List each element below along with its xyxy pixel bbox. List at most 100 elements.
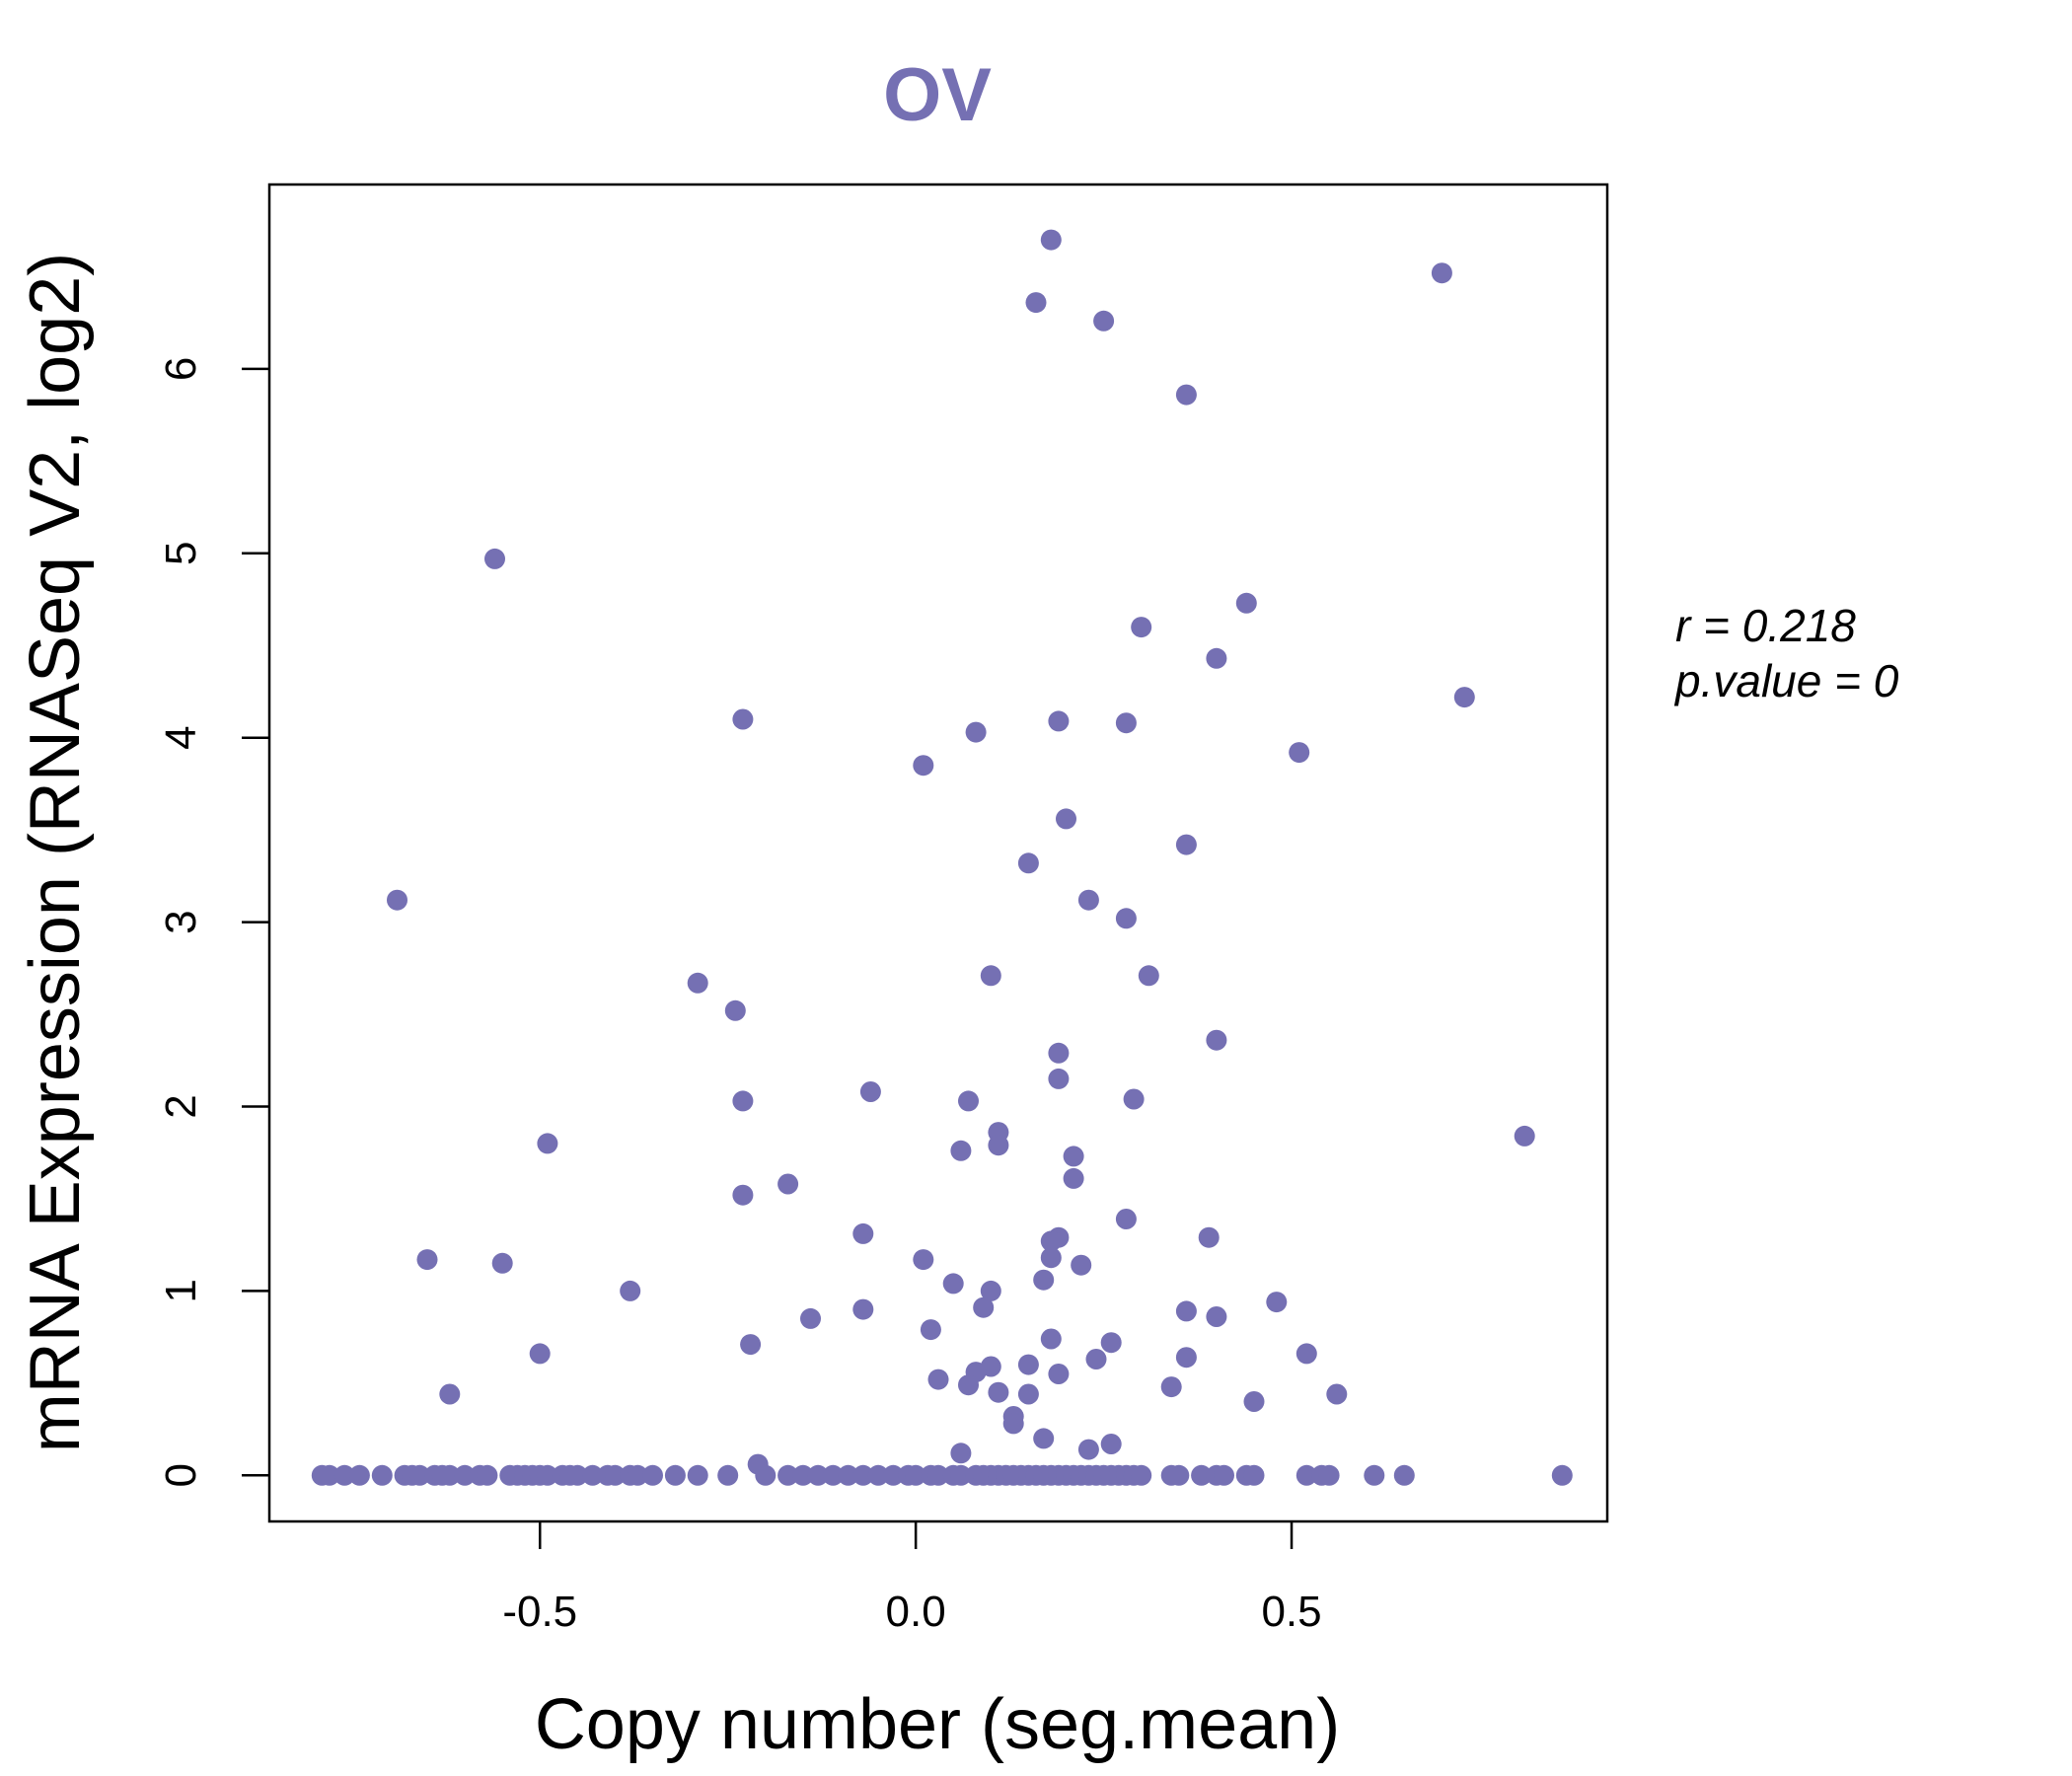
data-point	[724, 999, 746, 1021]
data-point	[950, 1464, 972, 1486]
data-point	[1100, 1332, 1122, 1354]
data-point	[687, 1464, 708, 1486]
data-point	[852, 1298, 874, 1320]
data-point	[807, 1464, 829, 1486]
y-tick-label: 2	[157, 1094, 205, 1118]
data-point	[1040, 1230, 1062, 1252]
data-point	[717, 1464, 739, 1486]
data-point	[1393, 1464, 1415, 1486]
data-point	[973, 1296, 995, 1318]
data-point	[1063, 1146, 1084, 1167]
data-point	[566, 1464, 588, 1486]
data-point	[792, 1464, 814, 1486]
data-point	[537, 1133, 558, 1154]
data-point	[927, 1464, 949, 1486]
data-point	[319, 1464, 340, 1486]
data-point	[852, 1464, 874, 1486]
data-point	[1040, 1247, 1062, 1269]
data-point	[1077, 1439, 1099, 1460]
data-point	[1056, 808, 1076, 830]
data-point	[777, 1464, 799, 1486]
data-point	[1191, 1464, 1213, 1486]
data-point	[1040, 1328, 1062, 1350]
data-point	[348, 1464, 370, 1486]
data-point	[1175, 1347, 1197, 1369]
data-point	[950, 1443, 972, 1464]
data-point	[620, 1280, 641, 1301]
data-point	[1295, 1464, 1317, 1486]
correlation-label: r = 0.218	[1675, 600, 1856, 651]
data-point	[1048, 1042, 1070, 1064]
data-point	[1266, 1292, 1288, 1313]
data-point	[627, 1464, 648, 1486]
data-point	[1198, 1226, 1220, 1248]
data-point	[454, 1464, 476, 1486]
data-point	[642, 1464, 663, 1486]
data-point	[687, 972, 708, 994]
data-point	[582, 1464, 604, 1486]
data-point	[529, 1343, 551, 1365]
data-point	[1206, 1029, 1227, 1051]
data-point	[1168, 1464, 1190, 1486]
x-tick-label: 0.0	[886, 1588, 946, 1636]
points-layer	[311, 229, 1573, 1486]
data-point	[822, 1464, 844, 1486]
data-point	[1160, 1376, 1182, 1398]
data-point	[1085, 1349, 1107, 1369]
data-point	[980, 965, 1001, 987]
data-point	[1002, 1413, 1024, 1435]
data-point	[333, 1464, 355, 1486]
data-point	[755, 1464, 777, 1486]
x-axis-label: Copy number (seg.mean)	[535, 1685, 1340, 1764]
data-point	[416, 1249, 438, 1271]
data-point	[1123, 1088, 1145, 1110]
data-point	[439, 1464, 461, 1486]
data-point	[913, 1249, 934, 1271]
data-point	[604, 1464, 626, 1486]
data-point	[1040, 229, 1062, 251]
data-point	[913, 755, 934, 777]
data-point	[1289, 742, 1310, 764]
x-tick-label: -0.5	[502, 1588, 577, 1636]
data-point	[1175, 384, 1197, 406]
y-tick-label: 5	[157, 542, 205, 565]
data-point	[882, 1464, 904, 1486]
data-point	[387, 889, 407, 911]
data-point	[852, 1222, 874, 1244]
data-point	[1131, 1464, 1152, 1486]
y-tick-label: 0	[157, 1463, 205, 1487]
data-point	[1453, 687, 1475, 708]
p-value-label: p.value = 0	[1673, 655, 1899, 706]
data-point	[1175, 1300, 1197, 1322]
data-point	[1093, 310, 1115, 332]
data-point	[1115, 712, 1137, 734]
data-point	[965, 721, 987, 743]
data-point	[1100, 1434, 1122, 1454]
data-point	[1243, 1391, 1265, 1412]
data-point	[1077, 889, 1099, 911]
data-point	[1063, 1167, 1084, 1189]
data-point	[1071, 1254, 1092, 1276]
data-point	[1295, 1343, 1317, 1365]
data-point	[927, 1369, 949, 1390]
x-axis: -0.5 0.0 0.5	[502, 1521, 1322, 1636]
data-point	[732, 1090, 754, 1112]
data-point	[1048, 1364, 1070, 1384]
data-point	[1243, 1464, 1265, 1486]
data-point	[1551, 1464, 1573, 1486]
data-point	[491, 1252, 513, 1274]
data-point	[958, 1374, 979, 1396]
y-tick-label: 6	[157, 357, 205, 381]
y-axis-label: mRNA Expression (RNASeq V2, log2)	[16, 253, 95, 1452]
data-point	[859, 1081, 881, 1102]
data-point	[1048, 710, 1070, 732]
data-point	[1131, 617, 1152, 638]
data-point	[1033, 1428, 1055, 1449]
x-tick-label: 0.5	[1261, 1588, 1321, 1636]
data-point	[905, 1464, 926, 1486]
data-point	[867, 1464, 889, 1486]
data-point	[1033, 1269, 1055, 1291]
data-point	[980, 1280, 1001, 1301]
data-point	[1017, 852, 1039, 874]
